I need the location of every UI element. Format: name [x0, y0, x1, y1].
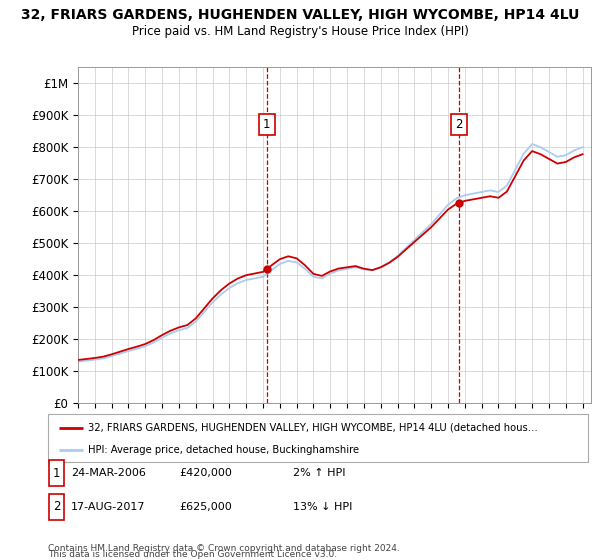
Text: 2% ↑ HPI: 2% ↑ HPI — [293, 468, 346, 478]
FancyBboxPatch shape — [48, 414, 588, 462]
Text: 1: 1 — [263, 118, 271, 131]
Text: 24-MAR-2006: 24-MAR-2006 — [71, 468, 146, 478]
Text: £420,000: £420,000 — [179, 468, 232, 478]
Text: HPI: Average price, detached house, Buckinghamshire: HPI: Average price, detached house, Buck… — [89, 445, 359, 455]
Text: 2: 2 — [53, 500, 60, 514]
Text: Price paid vs. HM Land Registry's House Price Index (HPI): Price paid vs. HM Land Registry's House … — [131, 25, 469, 38]
Text: 32, FRIARS GARDENS, HUGHENDEN VALLEY, HIGH WYCOMBE, HP14 4LU (detached hous…: 32, FRIARS GARDENS, HUGHENDEN VALLEY, HI… — [89, 423, 538, 433]
Text: Contains HM Land Registry data © Crown copyright and database right 2024.: Contains HM Land Registry data © Crown c… — [48, 544, 400, 553]
Text: 2: 2 — [455, 118, 463, 131]
FancyBboxPatch shape — [49, 460, 64, 486]
Text: 1: 1 — [53, 466, 60, 480]
Text: 32, FRIARS GARDENS, HUGHENDEN VALLEY, HIGH WYCOMBE, HP14 4LU: 32, FRIARS GARDENS, HUGHENDEN VALLEY, HI… — [21, 8, 579, 22]
FancyBboxPatch shape — [49, 494, 64, 520]
Text: This data is licensed under the Open Government Licence v3.0.: This data is licensed under the Open Gov… — [48, 550, 337, 559]
Text: 17-AUG-2017: 17-AUG-2017 — [71, 502, 145, 512]
Text: 13% ↓ HPI: 13% ↓ HPI — [293, 502, 352, 512]
Text: £625,000: £625,000 — [179, 502, 232, 512]
